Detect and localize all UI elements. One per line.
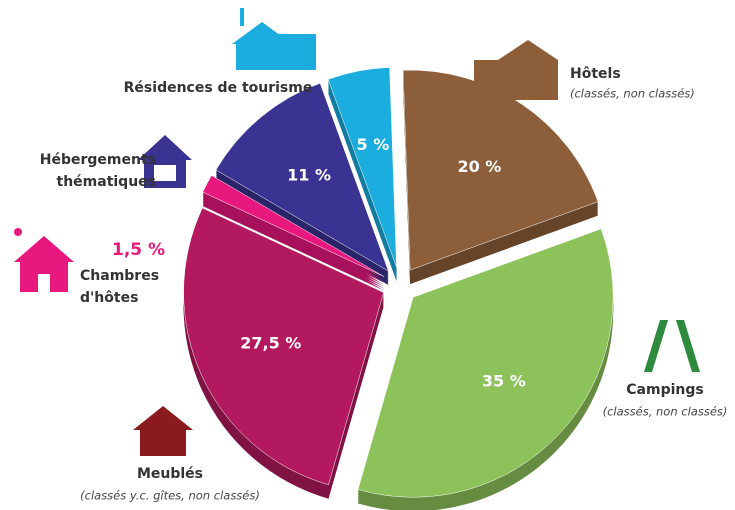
category-sublabel: (classés, non classés): [570, 87, 695, 101]
slice: [327, 67, 397, 268]
category-label: Campings: [626, 382, 703, 398]
category-label: Résidences de tourisme: [124, 80, 313, 96]
value-label: 27,5 %: [240, 333, 301, 352]
icon-hotel: [474, 40, 558, 100]
icon-camping: [644, 320, 700, 372]
category-label: Chambres d'hôtes: [80, 268, 159, 306]
value-label: 35 %: [482, 371, 526, 390]
value-label: 11 %: [287, 165, 331, 184]
category-label: Hébergements thématiques: [40, 152, 156, 190]
slice: [357, 228, 614, 498]
category-label: Meublés: [137, 466, 203, 482]
value-label: 1,5 %: [112, 240, 165, 260]
slice: [183, 207, 384, 486]
icon-meubles: [133, 406, 193, 456]
category-sublabel: (classés, non classés): [603, 405, 728, 419]
icon-chambres: [14, 228, 74, 292]
value-label: 5 %: [357, 135, 390, 154]
pie: [183, 67, 614, 510]
category-label: Hôtels: [570, 66, 621, 82]
category-sublabel: (classés y.c. gîtes, non classés): [80, 489, 260, 503]
value-label: 20 %: [457, 157, 501, 176]
slice: [215, 82, 389, 272]
slice: [202, 175, 385, 277]
icon-residence: [232, 8, 316, 70]
icons: [14, 8, 700, 456]
slice: [402, 69, 599, 271]
icon-theme: [138, 135, 192, 188]
